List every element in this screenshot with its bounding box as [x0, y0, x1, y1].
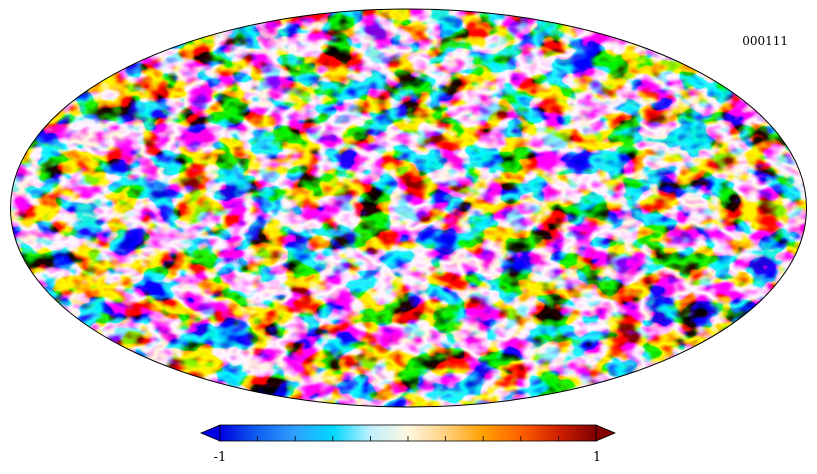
- colorbar-max-label: 1: [593, 450, 601, 465]
- colorbar-min-label: -1: [214, 450, 227, 465]
- sky-map-outline: [10, 8, 807, 408]
- colorbar-min-arrow: [199, 424, 221, 442]
- colorbar: -1 1: [199, 424, 617, 465]
- map-label: 000111: [742, 34, 788, 48]
- colorbar-ticks: [257, 436, 559, 441]
- sky-map: [10, 9, 807, 407]
- sky-map-field: [10, 9, 807, 407]
- colorbar-max-arrow: [595, 424, 617, 442]
